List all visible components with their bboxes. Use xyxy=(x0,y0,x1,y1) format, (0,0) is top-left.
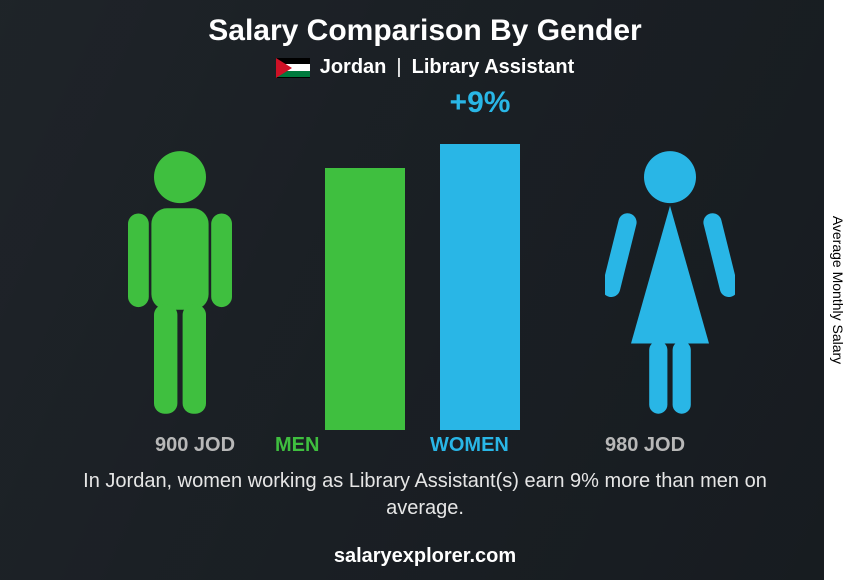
female-person-icon xyxy=(605,145,735,430)
site-label: salaryexplorer.com xyxy=(334,545,516,568)
vertical-label-strip: Average Monthly Salary xyxy=(824,0,850,580)
infographic-container: Salary Comparison By Gender Jordan | Lib… xyxy=(0,0,850,580)
women-category-label: WOMEN xyxy=(430,434,509,457)
vertical-axis-label: Average Monthly Salary xyxy=(830,216,846,364)
job-label: Library Assistant xyxy=(412,56,575,79)
men-salary-label: 900 JOD xyxy=(155,434,235,457)
male-person-icon xyxy=(115,145,245,430)
subtitle-row: Jordan | Library Assistant xyxy=(0,56,850,79)
separator: | xyxy=(396,56,401,79)
bottom-labels: 900 JOD MEN WOMEN 980 JOD xyxy=(75,430,775,460)
caption-text: In Jordan, women working as Library Assi… xyxy=(65,468,785,522)
country-label: Jordan xyxy=(320,56,387,79)
chart-area: +9% xyxy=(75,90,775,460)
jordan-flag-icon xyxy=(276,58,310,78)
men-category-label: MEN xyxy=(275,434,319,457)
page-title: Salary Comparison By Gender xyxy=(0,0,850,48)
women-salary-label: 980 JOD xyxy=(605,434,685,457)
bar-men xyxy=(325,168,405,430)
bar-women xyxy=(440,144,520,430)
delta-label: +9% xyxy=(420,86,540,120)
